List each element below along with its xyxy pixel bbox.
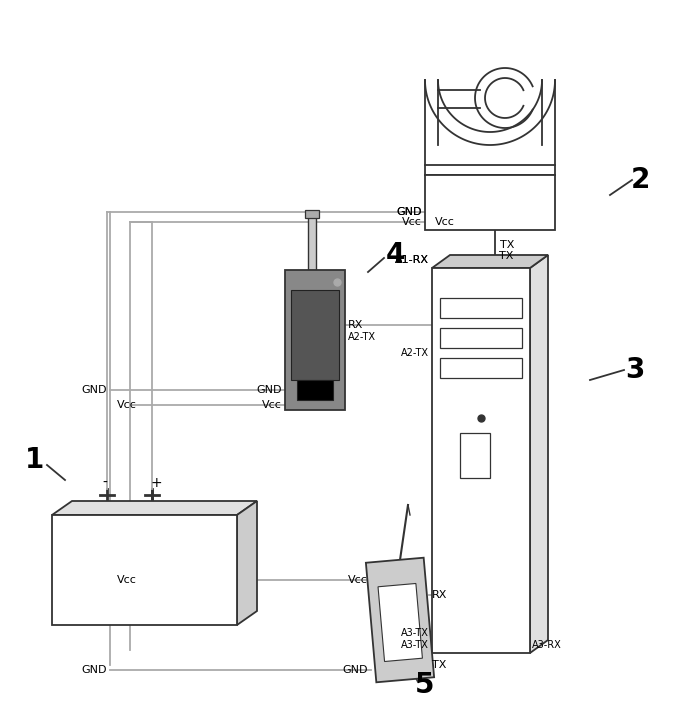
Text: GND: GND [397,207,422,217]
Bar [305,210,319,218]
Polygon shape [432,255,548,268]
Text: TX: TX [500,240,514,250]
Bar [52,515,237,625]
Text: Vcc: Vcc [348,575,368,585]
Bar [308,215,316,270]
Text: A2-TX: A2-TX [348,332,376,342]
Text: Vcc: Vcc [117,400,137,410]
Text: -: - [103,476,108,490]
Text: 1: 1 [26,446,44,474]
Bar [425,175,555,230]
Text: 5: 5 [415,671,435,699]
Polygon shape [530,255,548,653]
Polygon shape [237,501,257,625]
Text: Vcc: Vcc [435,217,455,227]
Bar [285,270,345,410]
Bar [432,268,530,653]
Text: GND: GND [81,385,107,395]
Bar [297,380,333,400]
Text: A3-RX: A3-RX [532,640,562,650]
Text: GND: GND [256,385,282,395]
Bar [291,290,339,380]
Text: 4: 4 [385,241,404,269]
Text: A3-TX: A3-TX [401,640,429,650]
Text: A3-TX: A3-TX [401,628,429,638]
Text: A2-TX: A2-TX [401,348,429,358]
Text: GND: GND [343,665,368,675]
Text: 2: 2 [630,166,650,194]
Text: RX: RX [432,590,448,600]
Text: Vcc: Vcc [262,400,282,410]
Polygon shape [366,557,434,682]
Text: A1-RX: A1-RX [395,255,429,265]
Polygon shape [52,501,257,515]
Text: TX: TX [432,660,446,670]
Text: A1-RX: A1-RX [395,255,429,265]
Text: GND: GND [397,207,422,217]
Polygon shape [378,583,423,661]
Text: GND: GND [81,665,107,675]
Text: Vcc: Vcc [117,575,137,585]
Text: RX: RX [348,320,363,330]
Bar [440,298,522,318]
Text: TX: TX [499,251,514,261]
Bar [460,433,490,478]
Text: 3: 3 [626,356,645,384]
Text: Vcc: Vcc [402,217,422,227]
Bar [440,358,522,378]
Bar [440,328,522,348]
Text: +: + [150,476,162,490]
